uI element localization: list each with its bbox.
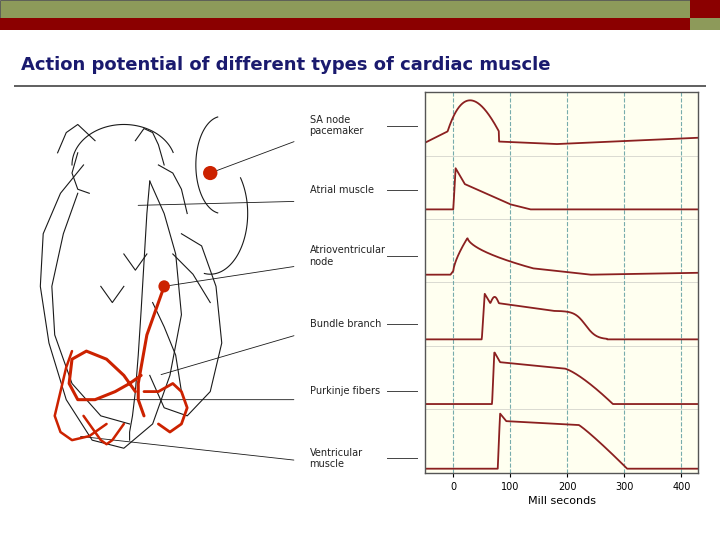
Text: SA node
pacemaker: SA node pacemaker — [310, 115, 364, 137]
Text: Atrioventricular
node: Atrioventricular node — [310, 245, 386, 267]
Text: Bundle branch: Bundle branch — [310, 319, 381, 328]
Text: Ventricular
muscle: Ventricular muscle — [310, 448, 363, 469]
Text: Atrial muscle: Atrial muscle — [310, 185, 374, 195]
Ellipse shape — [158, 280, 170, 293]
Text: Action potential of different types of cardiac muscle: Action potential of different types of c… — [22, 56, 551, 74]
X-axis label: Mill seconds: Mill seconds — [528, 496, 595, 505]
Text: Purkinje fibers: Purkinje fibers — [310, 386, 379, 396]
Ellipse shape — [203, 166, 217, 180]
